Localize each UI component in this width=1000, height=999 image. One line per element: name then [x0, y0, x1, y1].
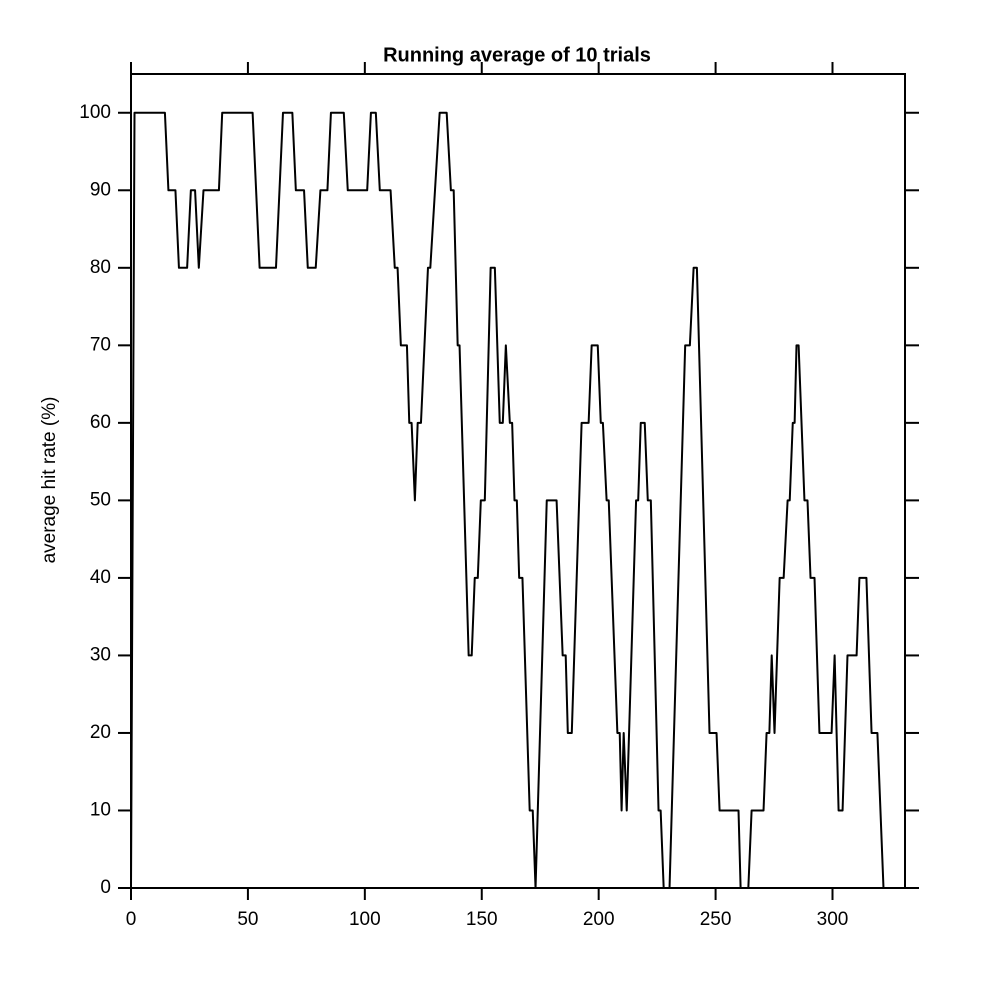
x-tick-label: 100 — [349, 909, 381, 930]
y-tick-label: 90 — [90, 179, 111, 200]
x-tick-label: 300 — [817, 909, 849, 930]
data-line — [130, 111, 885, 889]
y-tick-label: 20 — [90, 722, 111, 743]
x-tick-label: 0 — [126, 909, 137, 930]
y-tick-label: 0 — [100, 877, 111, 898]
x-tick-label: 150 — [466, 909, 498, 930]
y-tick-label: 70 — [90, 334, 111, 355]
y-tick-label: 80 — [90, 257, 111, 278]
x-tick-label: 50 — [237, 909, 258, 930]
y-tick-label: 10 — [90, 799, 111, 820]
chart-title: Running average of 10 trials — [383, 44, 651, 66]
y-tick-label: 100 — [79, 102, 111, 123]
y-tick-label: 30 — [90, 644, 111, 665]
plot-frame — [130, 73, 906, 889]
x-tick-label: 200 — [583, 909, 615, 930]
x-tick-label: 250 — [700, 909, 732, 930]
y-tick-label: 40 — [90, 567, 111, 588]
y-tick-label: 50 — [90, 489, 111, 510]
y-axis-label: average hit rate (%) — [39, 397, 60, 564]
y-tick-label: 60 — [90, 412, 111, 433]
